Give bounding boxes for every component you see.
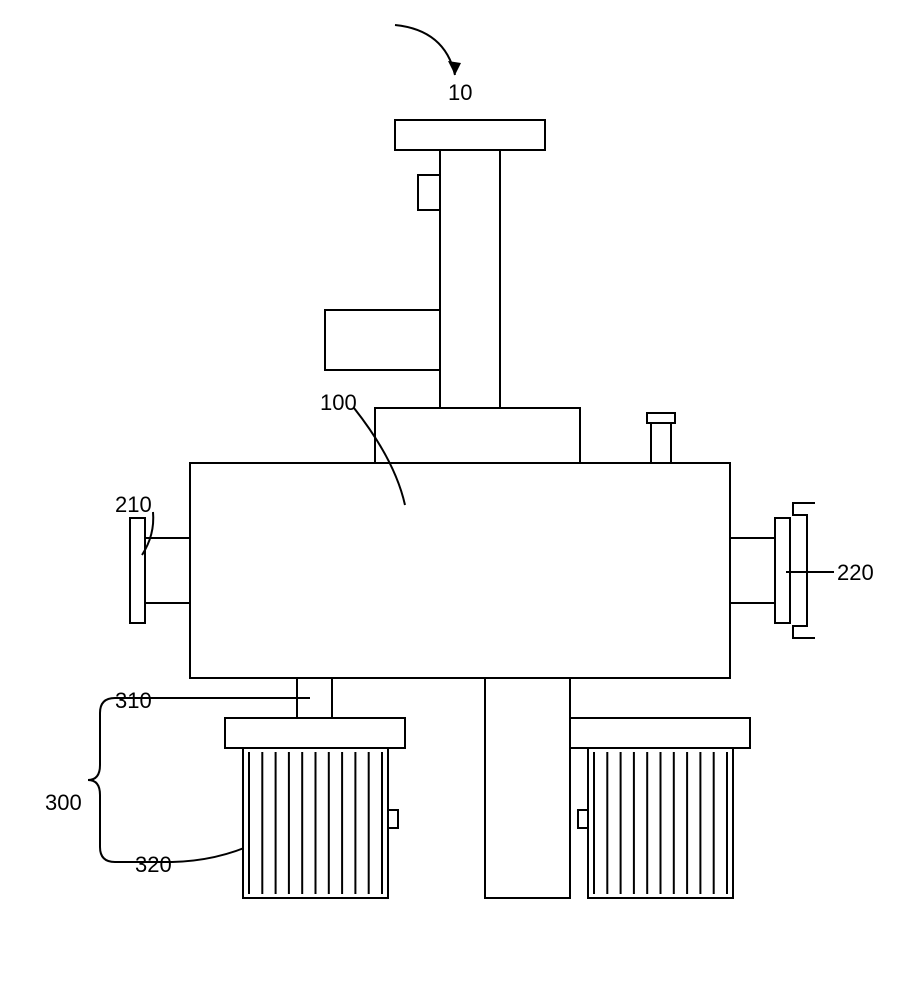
label-upper-sub: 310 — [115, 688, 152, 714]
label-group: 300 — [45, 790, 82, 816]
label-body: 100 — [320, 390, 357, 416]
label-right-port: 220 — [837, 560, 874, 586]
label-lower-sub: 320 — [135, 852, 172, 878]
label-main-ref: 10 — [448, 80, 472, 106]
label-left-port: 210 — [115, 492, 152, 518]
